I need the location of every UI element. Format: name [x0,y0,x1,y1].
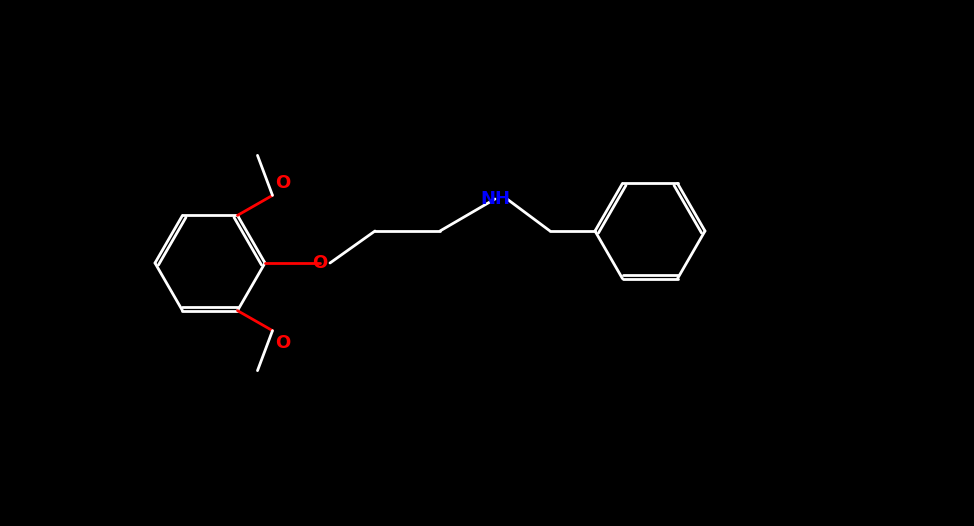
Text: O: O [276,333,291,352]
Text: O: O [313,254,327,272]
Text: O: O [276,174,291,193]
Text: NH: NH [480,190,510,208]
